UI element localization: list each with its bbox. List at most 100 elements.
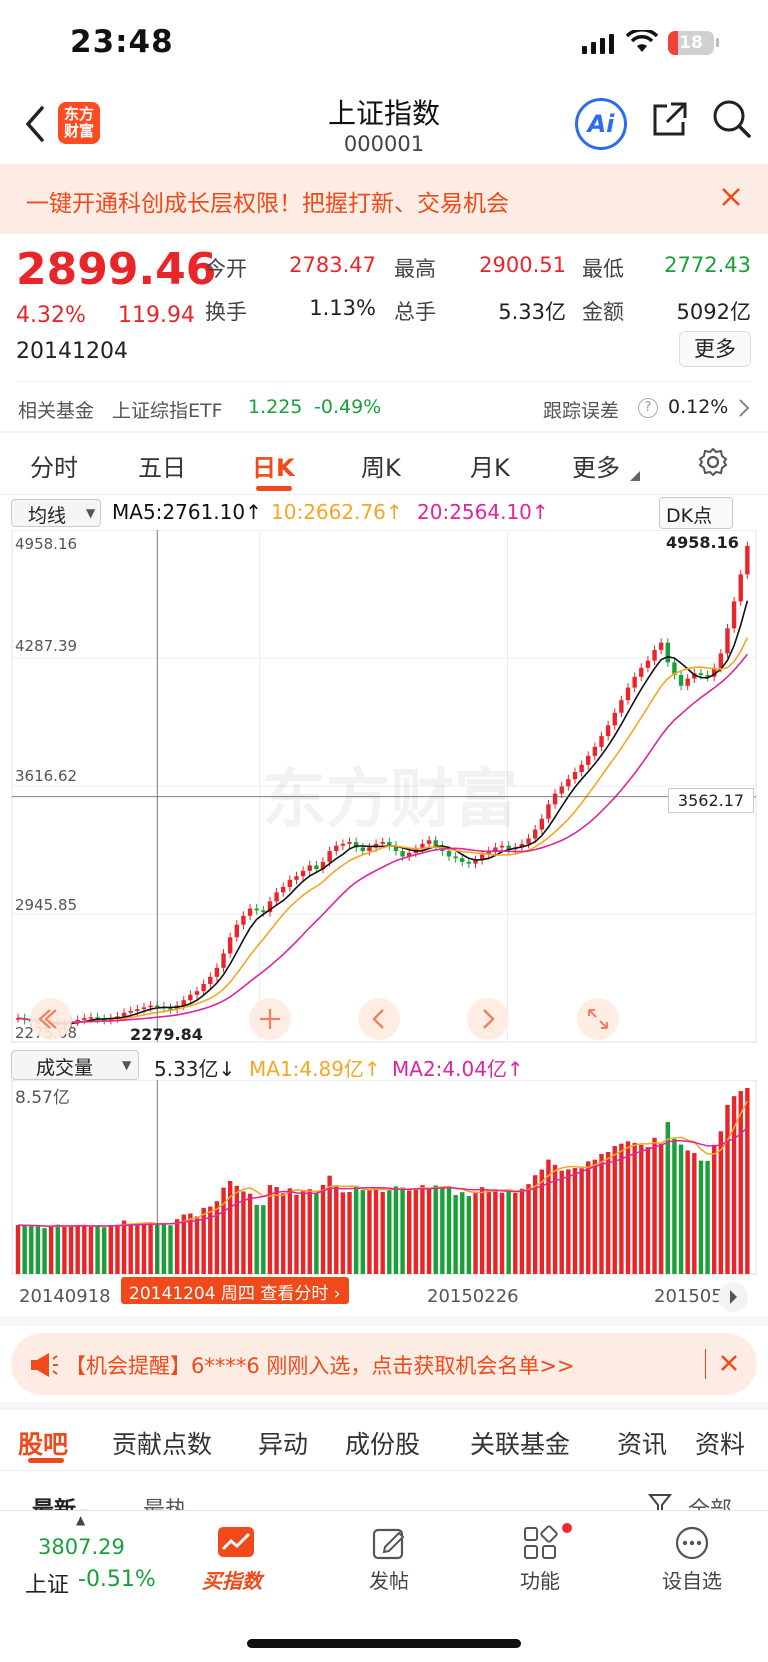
zoom-in-icon[interactable] xyxy=(249,998,291,1040)
promo-banner[interactable]: 一键开通科创成长层权限！把握打新、交易机会 xyxy=(0,164,768,234)
chevron-right-icon xyxy=(738,398,750,422)
tab-more[interactable]: 更多 xyxy=(572,454,620,482)
tab-weekly-k[interactable]: 周K xyxy=(361,454,401,482)
ai-button[interactable]: Ai xyxy=(575,98,627,150)
volume-bar xyxy=(121,1220,127,1274)
volume-bar xyxy=(327,1175,332,1274)
fund-price: 1.225 xyxy=(248,396,303,418)
index-price[interactable]: 3807.29 xyxy=(38,1535,125,1559)
tab-five-day[interactable]: 五日 xyxy=(138,454,186,482)
volume-bar xyxy=(440,1186,445,1274)
volume-bar xyxy=(413,1189,419,1274)
crosshair-value: 3562.17 xyxy=(668,788,754,813)
volume-bar xyxy=(466,1196,472,1274)
chevron-left-icon[interactable] xyxy=(358,998,400,1040)
kline-chart[interactable] xyxy=(0,530,768,1046)
volume-bar xyxy=(460,1192,465,1274)
tab-daily-k[interactable]: 日K xyxy=(252,454,295,482)
collapse-icon[interactable] xyxy=(30,998,72,1040)
divider xyxy=(16,381,752,382)
app-logo: 东方财富 xyxy=(58,102,100,144)
wifi-icon xyxy=(625,28,659,58)
volume-bar xyxy=(685,1150,690,1274)
opportunity-alert[interactable]: 【机会提醒】6****6 刚刚入选，点击获取机会名单>> xyxy=(11,1333,757,1395)
candle xyxy=(334,845,339,852)
apps-grid-icon xyxy=(522,1525,558,1565)
candle xyxy=(599,736,604,747)
candle xyxy=(572,772,578,780)
tab-contribution[interactable]: 贡献点数 xyxy=(112,1430,213,1459)
volume-bar xyxy=(526,1184,531,1274)
settings-gear-icon[interactable] xyxy=(698,447,728,481)
tracking-error-value: 0.12% xyxy=(668,396,729,418)
volume-bar xyxy=(712,1144,717,1274)
volume-select[interactable]: 成交量 ▼ xyxy=(11,1050,139,1080)
candle xyxy=(340,843,346,846)
tab-constituents[interactable]: 成份股 xyxy=(345,1430,421,1459)
volume-bar xyxy=(194,1216,200,1274)
help-icon[interactable]: ? xyxy=(638,398,658,418)
candle xyxy=(672,662,677,676)
candle xyxy=(128,1010,133,1013)
scroll-right-icon[interactable] xyxy=(718,1282,748,1312)
volume-bar xyxy=(35,1226,41,1274)
volume-bar xyxy=(334,1185,339,1274)
y-tick-label: 4287.39 xyxy=(15,637,78,655)
candle xyxy=(121,1012,127,1017)
volume-bar xyxy=(506,1189,511,1274)
candle xyxy=(532,829,538,839)
volume-bar xyxy=(141,1223,147,1274)
ma-select[interactable]: 均线 ▼ xyxy=(11,499,101,527)
vol-ma2-line xyxy=(17,1127,748,1227)
close-icon[interactable] xyxy=(719,1353,739,1377)
volume-bar xyxy=(161,1223,167,1274)
x-axis-label: 20150226 xyxy=(427,1286,519,1307)
tab-news[interactable]: 资讯 xyxy=(617,1430,668,1459)
close-icon[interactable] xyxy=(720,186,742,212)
buy-index-button[interactable]: 买指数 xyxy=(200,1521,274,1601)
candle xyxy=(135,1009,140,1011)
candle xyxy=(181,1000,186,1006)
volume-bar xyxy=(705,1160,710,1274)
tab-guba[interactable]: 股吧 xyxy=(18,1430,69,1459)
tab-intraday[interactable]: 分时 xyxy=(30,454,78,482)
crosshair-date-tag[interactable]: 20141204 周四 查看分时 › xyxy=(121,1277,349,1304)
candle xyxy=(387,842,392,846)
tab-monthly-k[interactable]: 月K xyxy=(470,454,510,482)
dk-point-button[interactable]: DK点 xyxy=(659,497,733,529)
volume-bar xyxy=(254,1204,259,1274)
tab-related-fund[interactable]: 关联基金 xyxy=(470,1430,571,1459)
candle xyxy=(692,673,697,679)
buy-index-label: 买指数 xyxy=(202,1569,262,1593)
candle xyxy=(314,865,319,870)
candle xyxy=(360,847,365,852)
dk-point-label: DK点 xyxy=(666,505,713,527)
quote-date: 20141204 xyxy=(16,339,128,364)
candle xyxy=(658,642,664,650)
post-button[interactable]: 发帖 xyxy=(355,1521,425,1601)
chevron-right-icon[interactable] xyxy=(467,998,509,1040)
tab-profile[interactable]: 资料 xyxy=(695,1430,746,1459)
share-icon[interactable] xyxy=(649,100,689,144)
megaphone-icon xyxy=(29,1351,59,1383)
divider xyxy=(705,1349,706,1379)
function-button[interactable]: 功能 xyxy=(506,1521,576,1601)
volume-bar xyxy=(639,1144,644,1274)
volume-bar xyxy=(652,1137,657,1274)
add-favorite-button[interactable]: 设自选 xyxy=(656,1521,732,1601)
clock: 23:48 xyxy=(70,24,174,60)
back-icon[interactable] xyxy=(22,104,48,148)
candle xyxy=(353,842,359,848)
search-icon[interactable] xyxy=(711,98,753,144)
tab-movement[interactable]: 异动 xyxy=(258,1430,309,1459)
volume-bar xyxy=(353,1185,359,1274)
volume-bar xyxy=(314,1193,319,1274)
volume-bar xyxy=(82,1225,87,1274)
fullscreen-icon[interactable] xyxy=(577,998,619,1040)
home-indicator xyxy=(247,1639,521,1648)
divider xyxy=(0,1470,768,1471)
related-fund-row[interactable]: 相关基金 上证综指ETF 1.225 -0.49% 跟踪误差 ? 0.12% xyxy=(0,382,768,430)
volume-chart[interactable] xyxy=(0,1080,768,1276)
more-quote-button[interactable]: 更多 xyxy=(679,331,751,367)
status-bar: 23:48 18 xyxy=(0,0,768,88)
